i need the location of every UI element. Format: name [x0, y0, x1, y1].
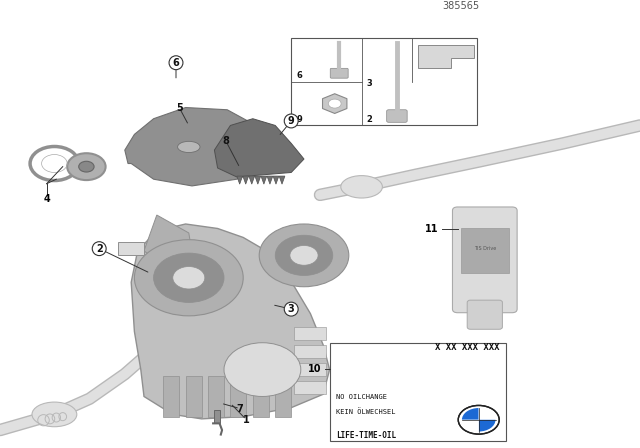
Text: 3: 3 [288, 304, 294, 314]
Circle shape [134, 240, 243, 316]
Bar [214, 410, 220, 423]
Polygon shape [255, 176, 260, 184]
Bar [294, 381, 326, 394]
Circle shape [154, 253, 224, 302]
Text: NO OILCHANGE: NO OILCHANGE [336, 394, 387, 400]
Polygon shape [273, 176, 279, 184]
Text: 3: 3 [367, 79, 372, 88]
FancyBboxPatch shape [387, 110, 407, 122]
Polygon shape [279, 176, 285, 184]
Wedge shape [462, 408, 479, 420]
Text: 5: 5 [176, 103, 182, 112]
Circle shape [67, 153, 106, 180]
Circle shape [79, 161, 94, 172]
Polygon shape [267, 176, 273, 184]
Text: 7: 7 [237, 404, 243, 414]
FancyBboxPatch shape [291, 38, 477, 125]
Bar [294, 327, 326, 340]
Ellipse shape [178, 141, 200, 152]
Circle shape [458, 405, 499, 434]
Ellipse shape [340, 176, 383, 198]
Circle shape [259, 224, 349, 287]
Text: TIS Drive: TIS Drive [474, 246, 496, 251]
FancyBboxPatch shape [330, 343, 506, 441]
Bar [294, 345, 326, 358]
Text: 8: 8 [223, 136, 229, 146]
Wedge shape [479, 408, 495, 420]
Polygon shape [214, 119, 304, 177]
Bar [118, 242, 144, 255]
Circle shape [224, 343, 301, 396]
Text: LIFE-TIME-OIL: LIFE-TIME-OIL [336, 431, 396, 440]
Text: 2: 2 [96, 244, 102, 254]
FancyBboxPatch shape [452, 207, 517, 313]
Text: 9: 9 [296, 115, 302, 124]
Text: X XX XXX XXX: X XX XXX XXX [435, 343, 499, 352]
FancyBboxPatch shape [467, 300, 502, 329]
Text: 385565: 385565 [442, 1, 479, 11]
Text: 9: 9 [288, 116, 294, 126]
Text: KEIN ÖLWECHSEL: KEIN ÖLWECHSEL [336, 408, 396, 414]
Circle shape [275, 235, 333, 276]
Bar [186, 376, 202, 417]
Polygon shape [125, 108, 269, 186]
Polygon shape [131, 224, 330, 419]
Bar [208, 376, 224, 417]
Circle shape [173, 267, 205, 289]
Polygon shape [144, 215, 198, 291]
Bar [253, 376, 269, 417]
Text: 10: 10 [308, 364, 321, 374]
Text: 6: 6 [173, 58, 179, 68]
Text: 1: 1 [243, 415, 250, 425]
Text: 2: 2 [367, 115, 372, 124]
Text: 6: 6 [296, 71, 302, 80]
Polygon shape [237, 176, 243, 184]
Bar [275, 376, 291, 417]
Bar [294, 363, 326, 376]
Bar [461, 228, 509, 273]
Polygon shape [243, 176, 248, 184]
Polygon shape [261, 176, 267, 184]
Text: 11: 11 [425, 224, 438, 234]
Polygon shape [419, 45, 474, 68]
Polygon shape [249, 176, 255, 184]
Bar [163, 376, 179, 417]
Circle shape [328, 99, 341, 108]
Circle shape [290, 246, 318, 265]
Ellipse shape [32, 402, 77, 426]
Text: 4: 4 [44, 194, 50, 204]
Bar [230, 376, 246, 417]
Wedge shape [462, 420, 479, 431]
Wedge shape [479, 420, 495, 431]
FancyBboxPatch shape [330, 68, 348, 78]
